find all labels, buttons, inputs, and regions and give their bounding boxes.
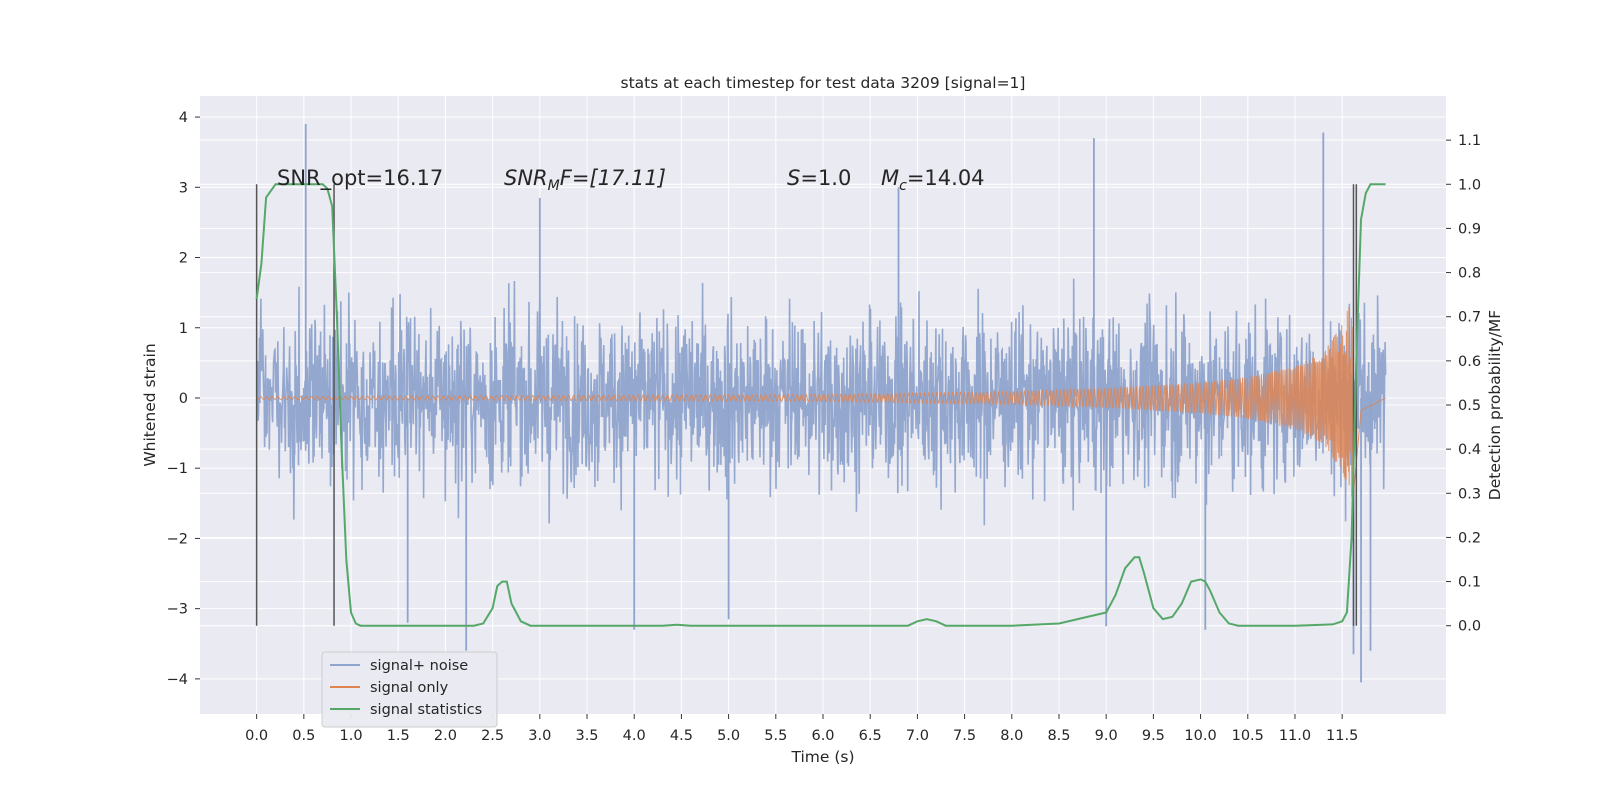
y2-tick-label: 0.0 — [1458, 619, 1481, 635]
annotations: SNR_opt=16.17 SNRMF=[17.11] S=1.0 Mc=14.… — [277, 166, 985, 194]
y-axis-label: Whitened strain — [141, 343, 159, 466]
y2-tick-label: 1.1 — [1458, 133, 1481, 149]
y2-tick-label: 0.2 — [1458, 530, 1481, 546]
x-tick-label: 9.0 — [1095, 728, 1118, 744]
x-tick-label: 3.0 — [528, 728, 551, 744]
annotation-snr-opt: SNR_opt=16.17 — [277, 166, 443, 191]
legend-label-signal-only: signal only — [370, 680, 449, 696]
y2-tick-label: 0.7 — [1458, 310, 1481, 326]
legend-label-signal-statistics: signal statistics — [370, 702, 482, 718]
x-tick-label: 5.0 — [717, 728, 740, 744]
x-tick-label: 6.5 — [859, 728, 882, 744]
x-tick-label: 7.0 — [906, 728, 929, 744]
series-signal-noise — [255, 124, 1387, 683]
y-tick-label: 1 — [179, 321, 188, 337]
y2-tick-label: 1.0 — [1458, 177, 1481, 193]
y2-tick-label: 0.9 — [1458, 221, 1481, 237]
x-tick-label: 0.0 — [245, 728, 268, 744]
y-tick-label: −3 — [167, 602, 188, 618]
annotation-s: S=1.0 — [787, 166, 851, 190]
x-tick-label: 10.5 — [1232, 728, 1264, 744]
x-tick-label: 9.5 — [1142, 728, 1165, 744]
series-signal-only — [256, 307, 1386, 497]
x-axis-label: Time (s) — [790, 748, 854, 766]
tick-labels: 0.0 0.5 1.0 1.5 2.0 2.5 3.0 3.5 4.0 4.5 5.0 5.5 6.0 6… — [167, 110, 1481, 744]
y2-tick-label: 0.3 — [1458, 486, 1481, 502]
annotation-mc: Mc=14.04 — [881, 166, 985, 194]
x-tick-label: 4.0 — [623, 728, 646, 744]
y2-tick-label: 0.1 — [1458, 575, 1481, 591]
chart-title: stats at each timestep for test data 320… — [621, 74, 1026, 92]
x-tick-label: 2.5 — [481, 728, 504, 744]
y-tick-label: 4 — [179, 110, 188, 126]
x-tick-label: 8.5 — [1047, 728, 1070, 744]
x-tick-label: 4.5 — [670, 728, 693, 744]
y-tick-label: 3 — [179, 180, 188, 196]
signal-only-line — [256, 307, 1386, 497]
x-tick-label: 7.5 — [953, 728, 976, 744]
x-tick-label: 1.5 — [387, 728, 410, 744]
x-tick-label: 11.0 — [1279, 728, 1311, 744]
x-tick-label: 11.5 — [1326, 728, 1358, 744]
x-tick-label: 3.5 — [575, 728, 598, 744]
y-tick-label: 2 — [179, 251, 188, 267]
y-tick-label: 0 — [179, 391, 188, 407]
legend-label-signal-noise: signal+ noise — [370, 658, 468, 674]
legend-box — [321, 651, 498, 728]
y2-tick-label: 0.6 — [1458, 354, 1481, 370]
legend: signal+ noise signal only signal statist… — [321, 651, 498, 728]
annotation-snr-mf: SNRMF=[17.11] — [504, 166, 666, 194]
x-tick-label: 8.0 — [1000, 728, 1023, 744]
x-tick-label: 5.5 — [764, 728, 787, 744]
y2-tick-label: 0.5 — [1458, 398, 1481, 414]
x-tick-label: 1.0 — [339, 728, 362, 744]
signal-statistics-line — [255, 183, 1386, 627]
y-tick-label: −4 — [167, 672, 188, 688]
series-signal-statistics — [255, 183, 1386, 627]
signal-noise-line — [255, 278, 1387, 526]
y-tick-label: −1 — [167, 461, 188, 477]
y-tick-label: −2 — [167, 531, 188, 547]
y2-axis-label: Detection probability/MF — [1486, 310, 1504, 501]
x-tick-label: 0.5 — [292, 728, 315, 744]
y2-tick-label: 0.4 — [1458, 442, 1481, 458]
x-tick-label: 2.0 — [434, 728, 457, 744]
x-tick-label: 6.0 — [811, 728, 834, 744]
y2-tick-label: 0.8 — [1458, 266, 1481, 282]
x-tick-label: 10.0 — [1184, 728, 1216, 744]
